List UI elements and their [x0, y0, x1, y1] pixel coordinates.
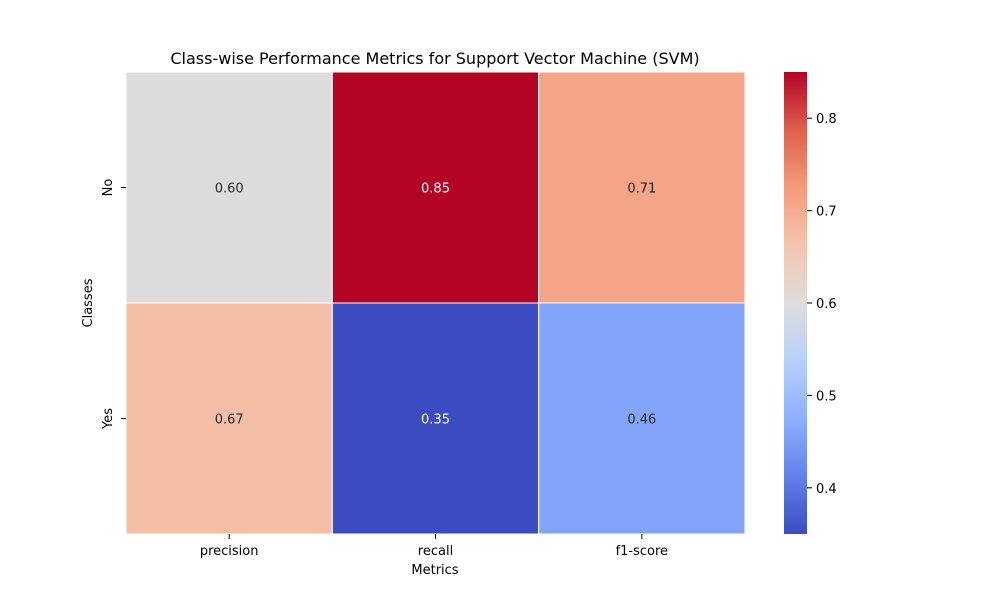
cell-value-label: 0.35 [421, 413, 450, 428]
heatmap-cell-no-f1-score [538, 71, 746, 304]
cell-value-label: 0.46 [627, 413, 656, 428]
heatmap-cells [125, 71, 746, 535]
chart-title: Class-wise Performance Metrics for Suppo… [170, 49, 699, 68]
colorbar-tick-label: 0.8 [816, 112, 837, 127]
colorbar-tick-label: 0.6 [816, 297, 837, 312]
heatmap-cell-yes-recall [331, 302, 540, 535]
cell-value-label: 0.85 [421, 182, 450, 197]
colorbar-tick-label: 0.4 [816, 482, 837, 497]
colorbar-ticks: 0.4 0.5 0.6 0.7 0.8 [807, 112, 837, 497]
heatmap-cell-yes-f1-score [538, 302, 746, 535]
x-axis-ticks: precision recall f1-score [200, 534, 668, 559]
heatmap-cell-no-precision [125, 71, 333, 304]
x-axis-label: Metrics [411, 563, 458, 578]
x-tick-label: recall [418, 544, 453, 559]
heatmap-cell-labels: 0.60 0.85 0.71 0.67 0.35 0.46 [215, 182, 657, 428]
y-axis-ticks: No Yes [101, 179, 126, 430]
x-tick-label: f1-score [616, 544, 668, 559]
y-axis-label: Classes [81, 278, 96, 327]
y-tick-label: No [101, 179, 116, 197]
colorbar-tick-label: 0.5 [816, 389, 837, 404]
colorbar [784, 72, 807, 534]
cell-value-label: 0.67 [215, 413, 244, 428]
heatmap-cell-no-recall [331, 71, 540, 304]
y-tick-label: Yes [101, 408, 116, 430]
cell-value-label: 0.60 [215, 182, 244, 197]
cell-value-label: 0.71 [627, 182, 656, 197]
x-tick-label: precision [200, 544, 259, 559]
heatmap-cell-yes-precision [125, 302, 333, 535]
colorbar-tick-label: 0.7 [816, 205, 837, 220]
